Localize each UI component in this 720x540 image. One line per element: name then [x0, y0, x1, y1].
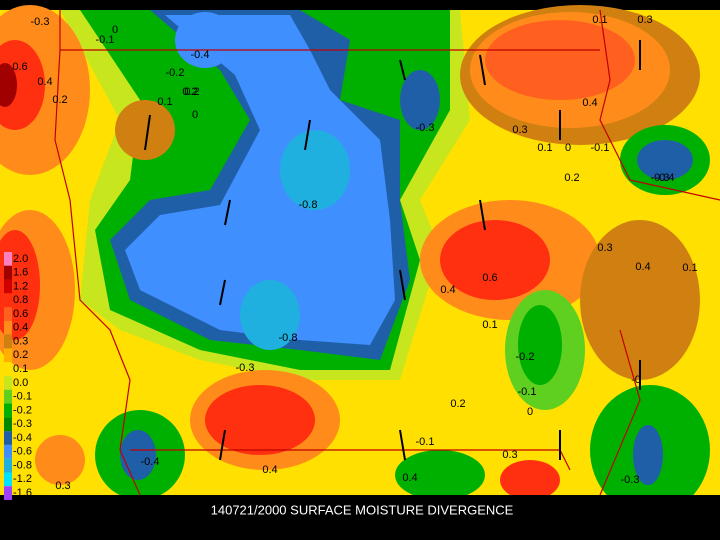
- legend-label: -0.3: [13, 418, 32, 430]
- contour-label: -0.2: [516, 351, 535, 363]
- legend-swatch: [4, 472, 12, 487]
- contour-label: 0.3: [55, 480, 70, 492]
- contour-label: 0: [192, 109, 198, 121]
- contour-label: 0: [565, 142, 571, 154]
- contour-label: 0.1: [537, 142, 552, 154]
- contour-label: 0.1: [682, 262, 697, 274]
- contour-label: 0.4: [582, 97, 597, 109]
- contour-label: 0.1: [482, 319, 497, 331]
- contour-label: -0.8: [279, 332, 298, 344]
- contour-label: 0.1: [157, 96, 172, 108]
- contour-label: -0.1: [416, 436, 435, 448]
- wind-barbs: [144, 40, 641, 461]
- contour-label: 0.4: [402, 472, 417, 484]
- legend-swatch: [4, 307, 12, 321]
- contour-label: -0.3: [651, 172, 670, 184]
- legend-label: 2.0: [13, 253, 28, 265]
- legend-label: 0.0: [13, 377, 28, 389]
- contour-label: 0.4: [262, 464, 277, 476]
- state-borders: [54, 9, 720, 496]
- contour-label: -0.8: [299, 199, 318, 211]
- legend-label: 0.2: [13, 349, 28, 361]
- contour-label: -0.2: [166, 67, 185, 79]
- contour-label: -0.4: [656, 172, 675, 184]
- contour-label: -0: [631, 374, 641, 386]
- legend-swatch: [4, 444, 12, 459]
- legend-label: -0.6: [13, 446, 32, 458]
- contour-label: 0.4: [635, 261, 650, 273]
- map-title: 140721/2000 SURFACE MOISTURE DIVERGENCE: [211, 502, 514, 517]
- legend-swatch: [4, 486, 12, 500]
- contour-label: 0.2: [564, 172, 579, 184]
- contour-label: -0.3: [31, 16, 50, 28]
- legend-label: -0.8: [13, 459, 32, 471]
- legend-swatch: [4, 265, 12, 280]
- contour-label: 0.2: [184, 86, 199, 98]
- contour-label: 0.6: [482, 272, 497, 284]
- contour-label: 0.2: [450, 398, 465, 410]
- legend-label: -1.2: [13, 473, 32, 485]
- contour-label: 0.1: [592, 14, 607, 26]
- legend-label: -0.2: [13, 404, 32, 416]
- legend-label: -0.1: [13, 391, 32, 403]
- legend-label: 0.1: [13, 363, 28, 375]
- legend-label: 0.3: [13, 335, 28, 347]
- legend-swatch: [4, 334, 12, 349]
- contour-label: 0.3: [512, 124, 527, 136]
- legend-label: 0.6: [13, 308, 28, 320]
- contour-label: 0.2: [182, 86, 197, 98]
- legend-label: 1.2: [13, 280, 28, 292]
- legend-label: 1.6: [13, 267, 28, 279]
- contour-label: -0.3: [236, 362, 255, 374]
- legend-swatch: [4, 293, 12, 308]
- legend-swatch: [4, 431, 12, 445]
- legend-swatch: [4, 403, 12, 418]
- contour-label: 0.3: [637, 14, 652, 26]
- legend-swatch: [4, 376, 12, 390]
- legend-label: -1.6: [13, 487, 32, 499]
- legend-swatch: [4, 458, 12, 473]
- contour-label: -0.3: [416, 122, 435, 134]
- footer: [0, 495, 720, 540]
- legend-label: 0.8: [13, 294, 28, 306]
- legend-swatch: [4, 348, 12, 363]
- contour-label: 0.3: [502, 449, 517, 461]
- contour-label: 0.3: [597, 242, 612, 254]
- legend-label: 0.4: [13, 322, 28, 334]
- contour-label: -0.1: [518, 386, 537, 398]
- contour-label: 0.2: [52, 94, 67, 106]
- contour-label: 0.6: [12, 61, 27, 73]
- legend-swatch: [4, 252, 12, 266]
- contour-label: 0.4: [440, 284, 455, 296]
- contour-label: 0: [112, 24, 118, 36]
- legend-swatch: [4, 279, 12, 294]
- legend-swatch: [4, 417, 12, 432]
- contour-label: 0: [527, 406, 533, 418]
- contour-label: -0.3: [621, 474, 640, 486]
- legend-swatch: [4, 320, 12, 335]
- legend-swatch: [4, 362, 12, 376]
- legend-swatch: [4, 389, 12, 404]
- contour-label: -0.1: [591, 142, 610, 154]
- contour-label: -0.1: [96, 34, 115, 46]
- field: [0, 5, 720, 515]
- contour-label: 0.4: [37, 76, 52, 88]
- contour-label: -0.4: [141, 456, 160, 468]
- contour-label: -0.4: [191, 49, 210, 61]
- legend-label: -0.4: [13, 432, 32, 444]
